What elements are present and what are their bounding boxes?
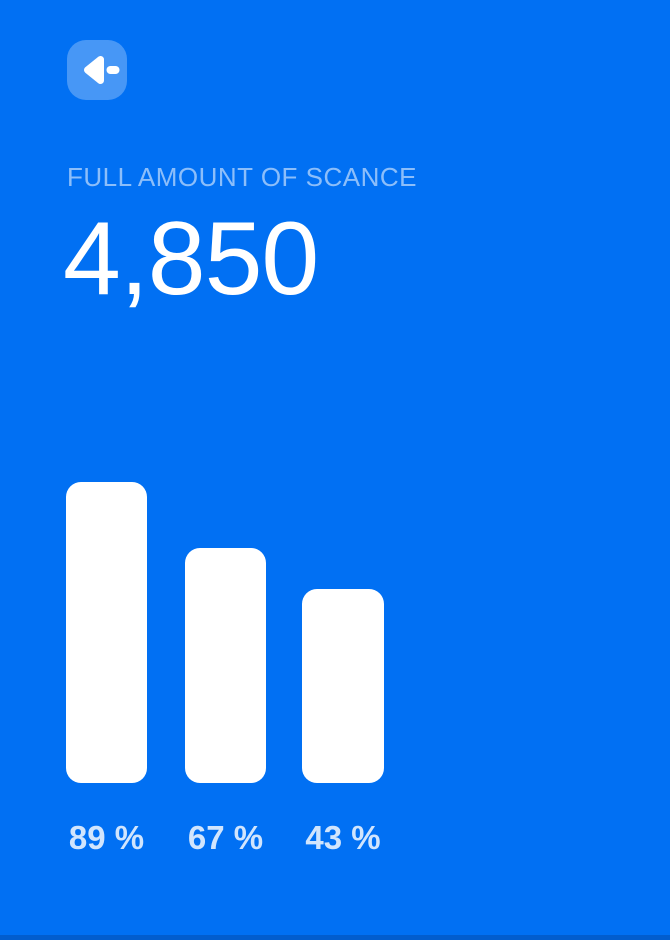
bar-1: [66, 482, 147, 783]
bar-chart: [66, 482, 386, 783]
bar-1-value-label: 89 %: [68, 819, 145, 856]
bar-2-value-label: 67 %: [187, 819, 264, 856]
stat-value: 4,850: [63, 201, 319, 317]
app-icon-button[interactable]: [67, 40, 127, 100]
bar-2: [185, 548, 266, 783]
bar-3-value-label: 43 %: [305, 819, 381, 856]
cursor-left-icon: [84, 56, 120, 84]
stat-label: FULL AMOUNT OF SCANCE: [67, 162, 417, 192]
bottom-edge-divider: [0, 935, 670, 940]
bar-3: [302, 589, 384, 783]
